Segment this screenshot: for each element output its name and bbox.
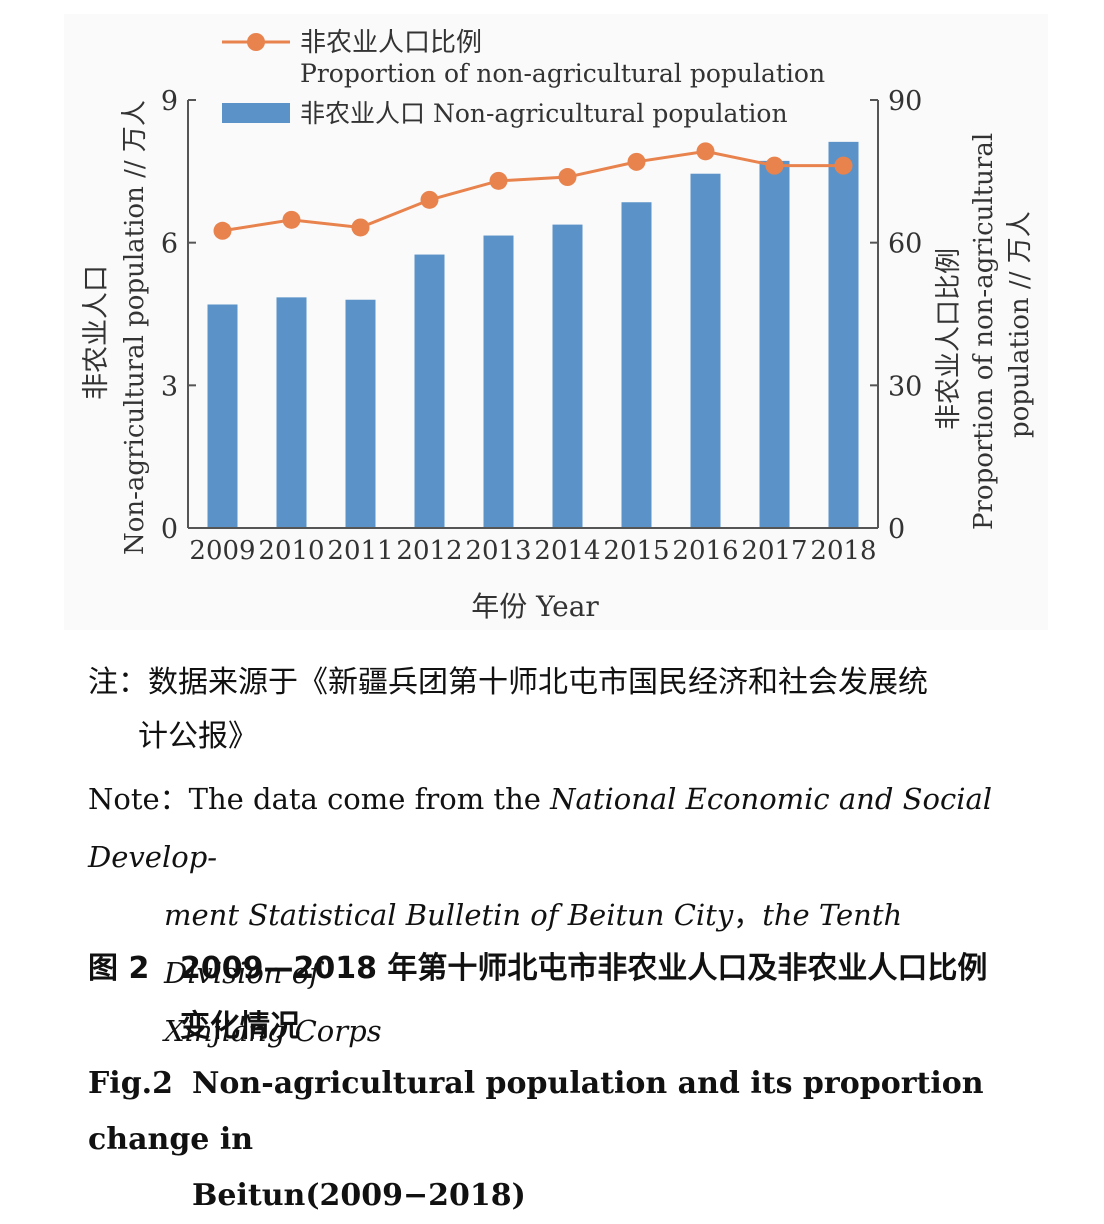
y2-axis-label-en-2: population // 万人 <box>1005 211 1035 438</box>
bar-2009 <box>207 304 238 528</box>
figure-title-en-2: Beitun(2009−2018) <box>192 1178 526 1213</box>
bar-2010 <box>276 297 307 528</box>
note-cn-line-1: 注：数据来源于《新疆兵团第十师北屯市国民经济和社会发展统 <box>88 665 928 700</box>
x-tick-label: 2011 <box>327 536 393 566</box>
x-tick-label: 2017 <box>741 536 807 566</box>
x-axis-label: 年份 Year <box>471 590 599 623</box>
y-axis-label-en: Non-agricultural population // 万人 <box>120 100 150 555</box>
legend-bar-swatch <box>222 103 290 123</box>
figure-caption-chinese: 图 2 2009—2018 年第十师北屯市非农业人口及非农业人口比例 变化情况 <box>88 940 1028 1056</box>
bar-2013 <box>483 235 514 529</box>
proportion-point-2012 <box>420 190 439 209</box>
note-en-italic-2: ment Statistical Bulletin of Beitun City <box>164 898 734 932</box>
legend-bar-label: 非农业人口 Non-agricultural population <box>300 99 788 128</box>
proportion-point-2013 <box>489 171 508 190</box>
proportion-point-2017 <box>765 156 784 175</box>
proportion-point-2010 <box>282 210 301 229</box>
line-series <box>213 142 853 240</box>
note-en-comma: ， <box>733 898 763 932</box>
proportion-point-2014 <box>558 168 577 187</box>
y2-tick-label: 0 <box>888 514 905 545</box>
x-tick-label: 2018 <box>810 536 876 566</box>
note-english: Note：The data come from the National Eco… <box>88 770 1028 1060</box>
y-tick-label: 0 <box>161 514 178 545</box>
bar-2017 <box>759 160 790 529</box>
x-tick-label: 2010 <box>258 536 324 566</box>
y2-axis-label-cn: 非农业人口比例 <box>934 248 964 430</box>
bar-2018 <box>828 141 859 529</box>
y-tick-label: 9 <box>161 86 178 117</box>
bar-2015 <box>621 202 652 528</box>
y-tick-label: 6 <box>161 229 178 260</box>
note-en-italic-1: National Economic and Social Develop- <box>88 782 993 874</box>
y2-tick-label: 30 <box>888 371 922 402</box>
figure-title-cn-1: 2009—2018 年第十师北屯市非农业人口及非农业人口比例 <box>180 951 988 986</box>
note-en-italic-4: Xinjiang Corps <box>164 1014 382 1048</box>
bar-series <box>207 141 859 529</box>
y-tick-label: 3 <box>161 371 178 402</box>
x-tick-label: 2013 <box>465 536 531 566</box>
proportion-line <box>222 149 844 233</box>
proportion-point-2011 <box>351 218 370 237</box>
bar-2011 <box>345 299 376 528</box>
note-cn-line-2: 计公报》 <box>138 719 258 754</box>
legend-marker-swatch <box>247 33 265 51</box>
legend: 非农业人口比例 Proportion of non-agricultural p… <box>222 28 825 128</box>
figure-title-cn-2: 变化情况 <box>180 1009 300 1044</box>
figure-label-cn: 图 2 <box>88 951 150 986</box>
note-en-italic-3: the Tenth Division of <box>164 898 903 990</box>
bar-2012 <box>414 254 445 529</box>
x-tick-label: 2016 <box>672 536 738 566</box>
legend-line-label-cn: 非农业人口比例 <box>300 28 482 58</box>
proportion-point-2009 <box>213 221 232 240</box>
x-tick-label: 2012 <box>396 536 462 566</box>
legend-line-label-en: Proportion of non-agricultural populatio… <box>300 59 825 88</box>
y2-tick-label: 60 <box>888 229 922 260</box>
proportion-point-2016 <box>696 142 715 161</box>
figure-label-en: Fig.2 <box>88 1066 173 1101</box>
y-axis-label-cn: 非农业人口 <box>81 265 112 400</box>
figure-title-en-1: Non-agricultural population and its prop… <box>88 1066 984 1157</box>
note-en-prefix: Note：The data come from the <box>88 782 551 816</box>
y2-axis-label-en-1: Proportion of non-agricultural <box>969 133 999 530</box>
figure-caption-english: Fig.2 Non-agricultural population and its… <box>88 1056 1028 1224</box>
axes <box>187 99 879 529</box>
bar-2016 <box>690 173 721 528</box>
bar-2014 <box>552 224 583 528</box>
proportion-point-2015 <box>627 152 646 171</box>
proportion-point-2018 <box>834 156 853 175</box>
y2-tick-label: 90 <box>888 86 922 117</box>
x-tick-label: 2014 <box>534 536 600 566</box>
x-tick-label: 2009 <box>189 536 255 566</box>
note-chinese: 注：数据来源于《新疆兵团第十师北屯市国民经济和社会发展统 计公报》 <box>88 656 1028 764</box>
x-tick-label: 2015 <box>603 536 669 566</box>
